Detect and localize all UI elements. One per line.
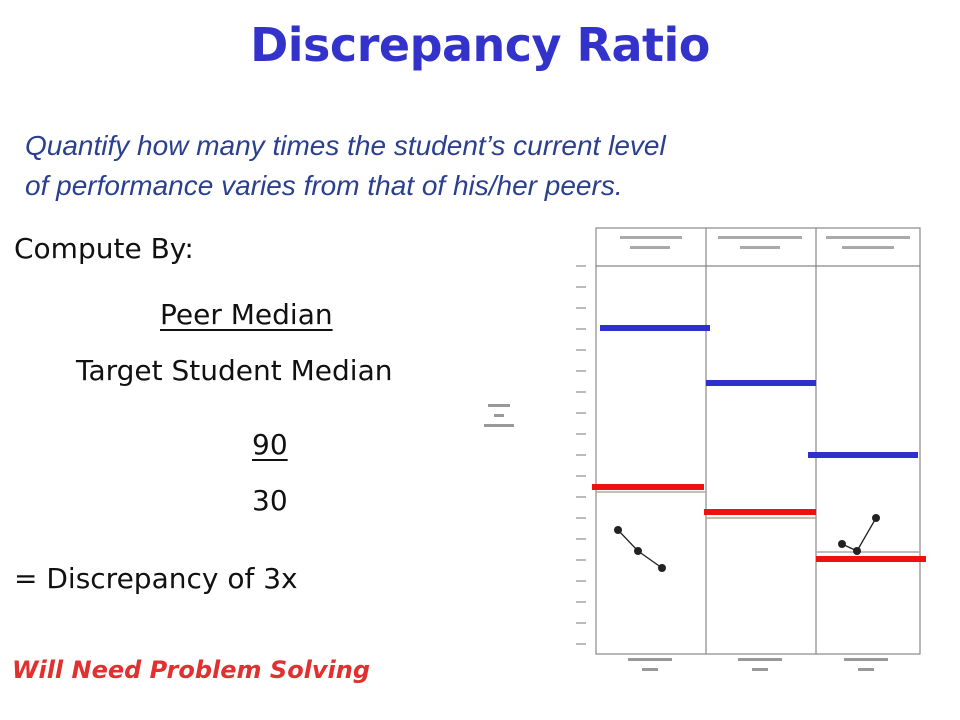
problem-solving-warning: Will Need Problem Solving	[12, 656, 371, 684]
scanned-chart-image	[470, 218, 960, 698]
scan-median-lines	[596, 491, 920, 553]
student-data-series	[614, 514, 880, 572]
compute-label: Compute By:	[14, 232, 194, 265]
student-median-lines	[592, 484, 926, 562]
phase-header-smudges	[620, 236, 910, 249]
subtitle-line-1: Quantify how many times the student’s cu…	[25, 130, 666, 161]
example-denominator: 30	[252, 484, 288, 517]
fraction-denominator: Target Student Median	[76, 354, 393, 387]
plot-frame	[595, 227, 921, 655]
example-numerator: 90	[252, 428, 288, 461]
y-axis-ticks	[576, 265, 586, 645]
x-axis-label-smudges	[628, 658, 888, 671]
peer-median-lines	[600, 325, 918, 458]
scanned-chart-svg	[470, 218, 960, 698]
slide-subtitle: Quantify how many times the student’s cu…	[25, 126, 905, 206]
slide-title: Discrepancy Ratio	[250, 18, 710, 72]
discrepancy-result: = Discrepancy of 3x	[14, 562, 298, 595]
subtitle-line-2: of performance varies from that of his/h…	[25, 170, 623, 201]
y-axis-label-smudge	[484, 404, 514, 427]
fraction-numerator: Peer Median	[160, 298, 333, 331]
